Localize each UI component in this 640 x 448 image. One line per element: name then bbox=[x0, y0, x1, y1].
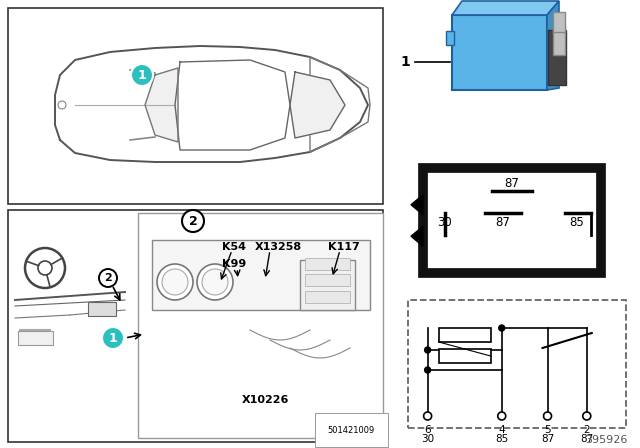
Circle shape bbox=[38, 261, 52, 275]
Circle shape bbox=[99, 269, 117, 287]
Circle shape bbox=[424, 412, 431, 420]
Text: 87: 87 bbox=[541, 434, 554, 444]
Circle shape bbox=[102, 327, 124, 349]
Bar bbox=[439, 349, 491, 363]
Bar bbox=[138, 213, 383, 438]
Circle shape bbox=[182, 210, 204, 232]
Circle shape bbox=[583, 412, 591, 420]
Text: 2: 2 bbox=[584, 425, 590, 435]
Circle shape bbox=[424, 367, 431, 373]
Text: 5: 5 bbox=[544, 425, 551, 435]
Text: 2: 2 bbox=[189, 215, 197, 228]
Text: X10226: X10226 bbox=[241, 395, 289, 405]
Text: 87: 87 bbox=[580, 434, 593, 444]
Text: 1: 1 bbox=[109, 332, 117, 345]
Text: 87: 87 bbox=[504, 177, 520, 190]
Circle shape bbox=[25, 248, 65, 288]
Polygon shape bbox=[452, 1, 559, 15]
Circle shape bbox=[498, 412, 506, 420]
Polygon shape bbox=[547, 1, 559, 90]
Text: X13258: X13258 bbox=[255, 242, 302, 252]
Text: 2: 2 bbox=[104, 273, 112, 283]
Circle shape bbox=[424, 347, 431, 353]
Text: 1: 1 bbox=[138, 69, 147, 82]
Text: 395926: 395926 bbox=[586, 435, 628, 445]
Bar bbox=[305, 291, 350, 303]
Text: 87: 87 bbox=[495, 216, 511, 229]
Polygon shape bbox=[175, 60, 290, 150]
Bar bbox=[553, 12, 565, 32]
Bar bbox=[553, 25, 565, 55]
Text: 30: 30 bbox=[421, 434, 434, 444]
Polygon shape bbox=[55, 46, 368, 162]
Bar bbox=[8, 210, 383, 442]
Bar bbox=[452, 15, 547, 90]
Text: K99: K99 bbox=[222, 259, 246, 269]
Text: 30: 30 bbox=[438, 216, 452, 229]
Bar bbox=[408, 300, 626, 428]
Circle shape bbox=[499, 325, 505, 331]
Bar bbox=[439, 328, 491, 342]
Polygon shape bbox=[290, 72, 345, 138]
Text: 1: 1 bbox=[400, 55, 410, 69]
Circle shape bbox=[58, 101, 66, 109]
Text: K117: K117 bbox=[328, 242, 360, 252]
Text: 85: 85 bbox=[570, 216, 584, 229]
Polygon shape bbox=[145, 68, 178, 142]
Circle shape bbox=[162, 269, 188, 295]
Circle shape bbox=[202, 269, 228, 295]
Bar bbox=[300, 260, 355, 310]
Bar bbox=[305, 274, 350, 286]
Polygon shape bbox=[411, 226, 423, 246]
Bar bbox=[8, 8, 383, 204]
Bar bbox=[305, 258, 350, 270]
Bar bbox=[18, 331, 53, 345]
Text: 85: 85 bbox=[495, 434, 508, 444]
Circle shape bbox=[543, 412, 552, 420]
Text: 4: 4 bbox=[499, 425, 505, 435]
Bar bbox=[423, 168, 601, 273]
Circle shape bbox=[157, 264, 193, 300]
Circle shape bbox=[197, 264, 233, 300]
Polygon shape bbox=[411, 195, 423, 215]
Text: 6: 6 bbox=[424, 425, 431, 435]
Bar bbox=[446, 31, 454, 45]
Text: K54: K54 bbox=[222, 242, 246, 252]
Bar bbox=[152, 240, 370, 310]
Bar bbox=[88, 302, 116, 316]
Bar bbox=[548, 30, 566, 85]
Circle shape bbox=[131, 64, 153, 86]
Text: 501421009: 501421009 bbox=[328, 426, 375, 435]
